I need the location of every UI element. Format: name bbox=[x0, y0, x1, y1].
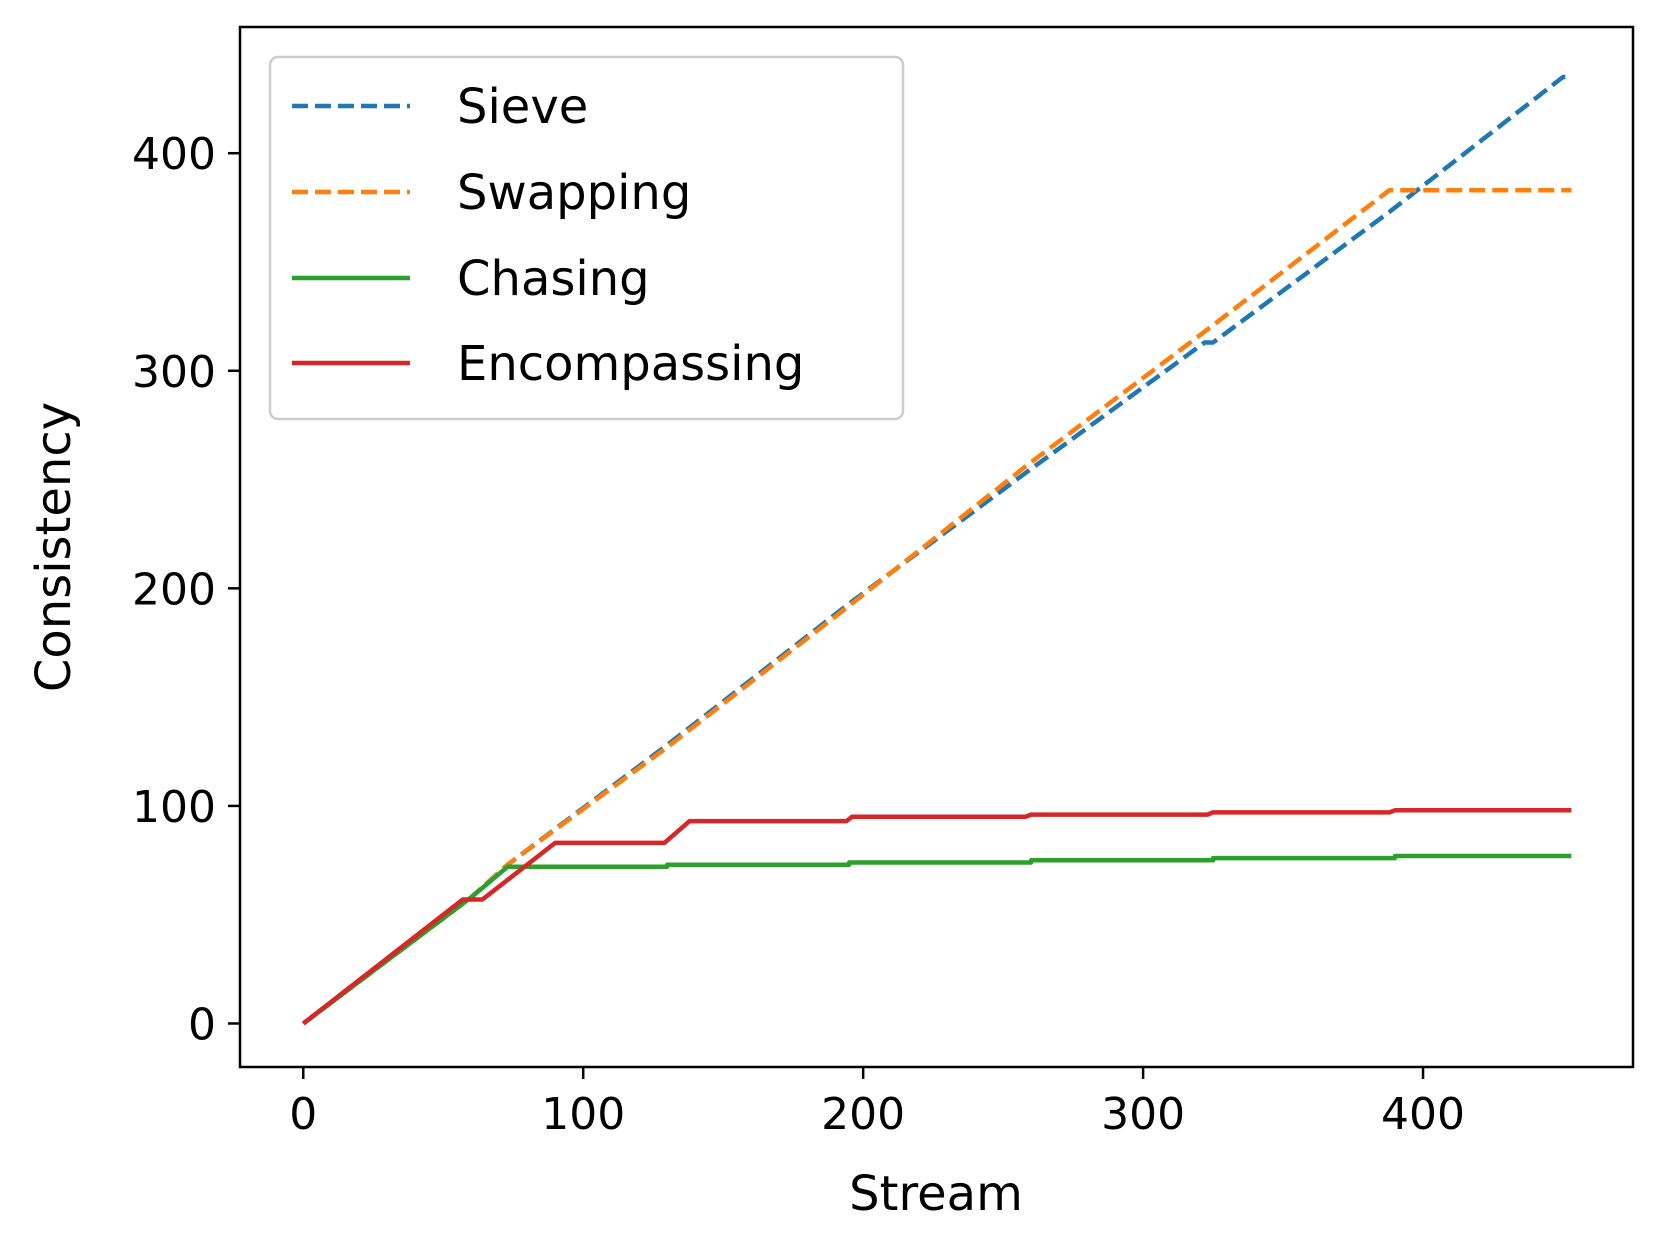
legend-label-sieve: Sieve bbox=[457, 79, 588, 135]
series-layer bbox=[301, 74, 1572, 1026]
legend-items: Sieve Swapping Chasing Encompassing bbox=[292, 79, 804, 392]
legend: Sieve Swapping Chasing Encompassing bbox=[268, 55, 905, 421]
y-tick-label: 400 bbox=[132, 129, 216, 180]
x-tick-label: 200 bbox=[821, 1089, 905, 1140]
legend-label-encompassing: Encompassing bbox=[457, 336, 804, 392]
y-tick-label: 300 bbox=[132, 347, 216, 398]
legend-label-chasing: Chasing bbox=[457, 251, 650, 307]
x-tick-label: 100 bbox=[541, 1089, 625, 1140]
legend-label-swapping: Swapping bbox=[457, 165, 691, 221]
series-line-swapping bbox=[301, 187, 1572, 1026]
x-tick-label: 400 bbox=[1381, 1089, 1465, 1140]
y-axis-ticks: 0 100 200 300 400 bbox=[132, 129, 240, 1050]
x-tick-label: 0 bbox=[289, 1089, 317, 1140]
series-line-encompassing bbox=[301, 808, 1572, 1026]
plot-frame bbox=[238, 25, 1635, 1069]
x-tick-label: 300 bbox=[1101, 1089, 1185, 1140]
y-tick-label: 200 bbox=[132, 564, 216, 615]
y-axis-label: Consistency bbox=[26, 402, 82, 692]
y-tick-label: 100 bbox=[132, 782, 216, 833]
x-axis-label: Stream bbox=[849, 1166, 1023, 1222]
series-line-chasing bbox=[301, 853, 1572, 1026]
legend-frame bbox=[268, 55, 905, 421]
x-axis-ticks: 0 100 200 300 400 bbox=[289, 1067, 1465, 1140]
y-tick-label: 0 bbox=[188, 999, 216, 1050]
